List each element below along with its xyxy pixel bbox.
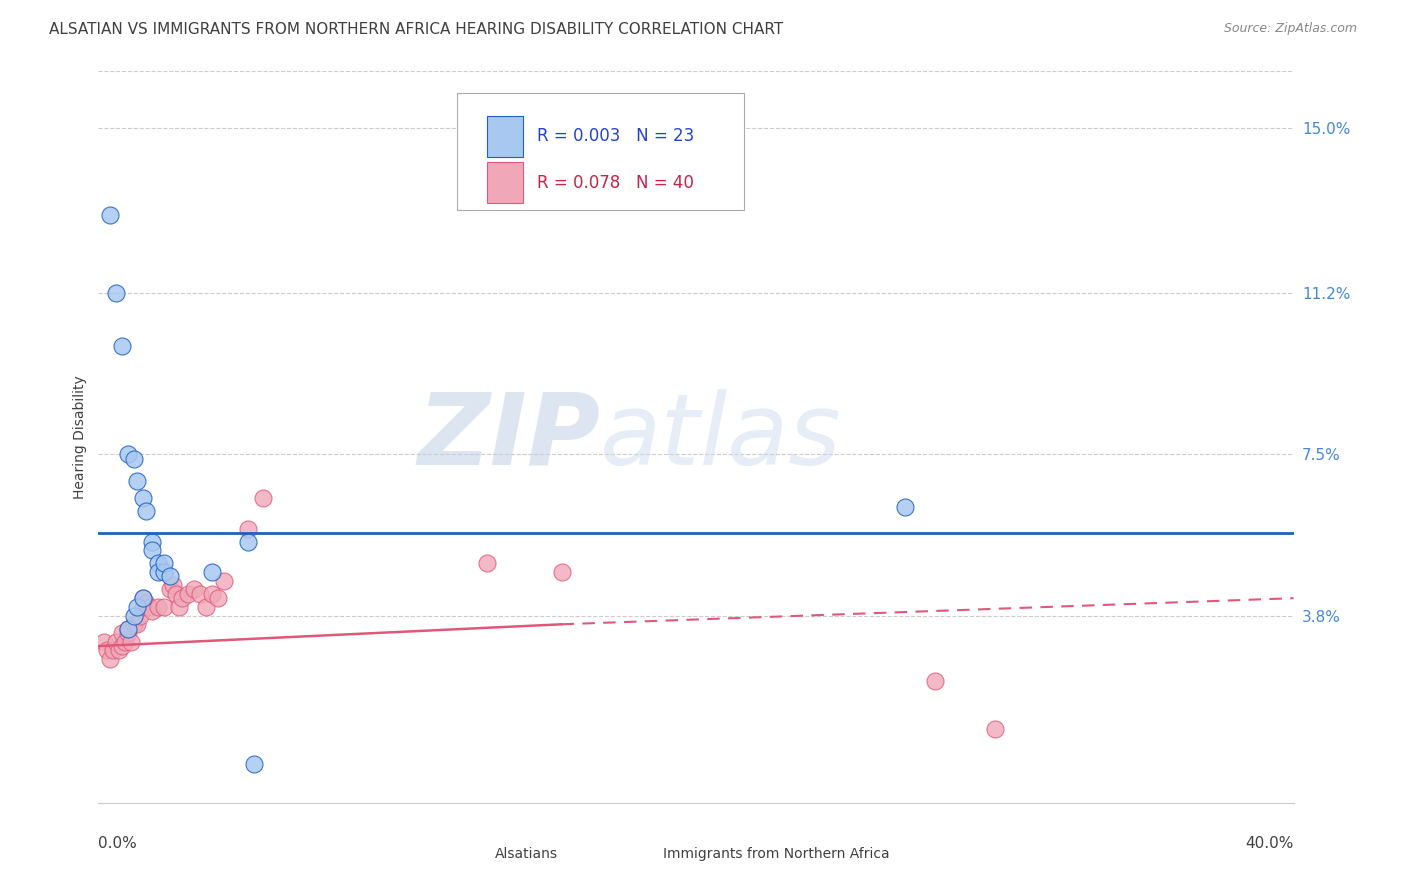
- Y-axis label: Hearing Disability: Hearing Disability: [73, 376, 87, 499]
- Point: [105, 286, 128, 301]
- Point: [117, 622, 139, 636]
- Point: [153, 599, 176, 614]
- Point: [172, 591, 194, 606]
- Point: [148, 565, 170, 579]
- Text: Immigrants from Northern Africa: Immigrants from Northern Africa: [662, 847, 889, 861]
- Point: [135, 595, 157, 609]
- Point: [159, 569, 181, 583]
- Point: [98, 208, 122, 222]
- FancyBboxPatch shape: [457, 94, 744, 211]
- Point: [188, 587, 211, 601]
- Point: [236, 521, 259, 535]
- Point: [153, 565, 176, 579]
- Point: [550, 565, 572, 579]
- FancyBboxPatch shape: [624, 843, 654, 865]
- Point: [127, 599, 149, 614]
- Point: [141, 543, 163, 558]
- Point: [183, 582, 205, 597]
- Point: [93, 634, 115, 648]
- Point: [167, 599, 190, 614]
- Text: 0.0%: 0.0%: [98, 836, 138, 851]
- Point: [924, 673, 946, 688]
- Point: [984, 722, 1007, 736]
- Point: [212, 574, 235, 588]
- Point: [207, 591, 229, 606]
- Point: [124, 608, 146, 623]
- Point: [243, 756, 266, 771]
- Point: [111, 338, 134, 352]
- Point: [195, 599, 218, 614]
- Point: [148, 599, 170, 614]
- Point: [96, 643, 118, 657]
- Point: [138, 599, 160, 614]
- Point: [98, 652, 122, 666]
- Point: [124, 617, 146, 632]
- Point: [111, 626, 134, 640]
- Point: [165, 587, 187, 601]
- Point: [894, 500, 917, 514]
- Point: [103, 643, 125, 657]
- Point: [129, 608, 152, 623]
- Text: Source: ZipAtlas.com: Source: ZipAtlas.com: [1223, 22, 1357, 36]
- Point: [159, 582, 181, 597]
- Point: [132, 599, 155, 614]
- Point: [124, 451, 146, 466]
- Point: [135, 504, 157, 518]
- Text: atlas: atlas: [600, 389, 842, 485]
- Point: [141, 534, 163, 549]
- Point: [132, 591, 155, 606]
- Point: [117, 626, 139, 640]
- Point: [201, 587, 224, 601]
- Point: [236, 534, 259, 549]
- Point: [127, 617, 149, 632]
- Point: [252, 491, 274, 505]
- Point: [120, 634, 142, 648]
- Point: [153, 557, 176, 571]
- Point: [132, 491, 155, 505]
- Point: [114, 634, 136, 648]
- Text: ZIP: ZIP: [418, 389, 600, 485]
- Text: R = 0.078   N = 40: R = 0.078 N = 40: [537, 174, 695, 192]
- Point: [117, 622, 139, 636]
- Point: [117, 448, 139, 462]
- Point: [201, 565, 224, 579]
- Text: R = 0.003   N = 23: R = 0.003 N = 23: [537, 128, 695, 145]
- Text: 40.0%: 40.0%: [1246, 836, 1294, 851]
- Point: [148, 557, 170, 571]
- Point: [105, 634, 128, 648]
- Point: [132, 591, 155, 606]
- Text: ALSATIAN VS IMMIGRANTS FROM NORTHERN AFRICA HEARING DISABILITY CORRELATION CHART: ALSATIAN VS IMMIGRANTS FROM NORTHERN AFR…: [49, 22, 783, 37]
- Point: [475, 557, 498, 571]
- Point: [108, 643, 131, 657]
- Point: [162, 578, 184, 592]
- FancyBboxPatch shape: [486, 162, 523, 202]
- Text: Alsatians: Alsatians: [495, 847, 558, 861]
- Point: [141, 604, 163, 618]
- Point: [127, 474, 149, 488]
- Point: [111, 639, 134, 653]
- FancyBboxPatch shape: [457, 843, 486, 865]
- Point: [177, 587, 200, 601]
- FancyBboxPatch shape: [486, 116, 523, 157]
